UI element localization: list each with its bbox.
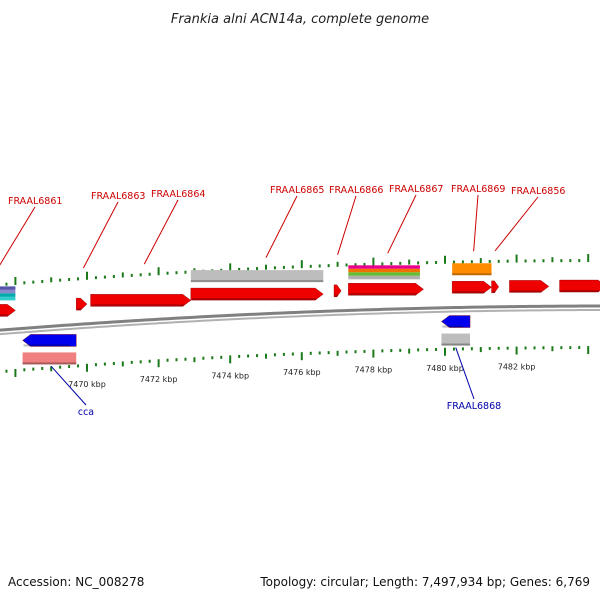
label-leader-line <box>473 194 479 252</box>
tick-label: 7478 kbp <box>355 366 393 375</box>
feature-bar-shadow <box>452 273 492 276</box>
forward-gene-arrow <box>348 283 424 296</box>
tick-label: 7480 kbp <box>426 364 464 373</box>
forward-gene-arrow <box>509 280 550 293</box>
forward-gene-arrow <box>333 284 342 298</box>
label-leader-line <box>455 347 475 400</box>
gene-label-top: FRAAL6863 <box>91 191 145 202</box>
forward-gene-arrow <box>491 280 499 294</box>
gene-label-bottom: cca <box>78 407 94 418</box>
feature-stack-band <box>0 289 16 294</box>
gene-label-top: FRAAL6866 <box>329 185 383 196</box>
reverse-feature-bar-shadow <box>441 343 471 346</box>
feature-bar <box>190 270 324 283</box>
forward-gene-arrow <box>451 281 492 294</box>
forward-gene-arrow <box>0 304 16 317</box>
feature-stack-band <box>0 296 16 301</box>
backbone-inner <box>0 309 600 336</box>
forward-gene-arrow-shadow <box>0 314 9 317</box>
genome-summary-text: Topology: circular; Length: 7,497,934 bp… <box>259 575 590 589</box>
reverse-feature-bar-shadow <box>22 362 77 365</box>
tick-label: 7472 kbp <box>140 375 178 384</box>
gene-label-top: FRAAL6869 <box>451 184 505 195</box>
forward-gene-arrow-shadow <box>335 294 338 297</box>
gene-label-bottom: FRAAL6868 <box>447 401 501 412</box>
label-leader-line <box>387 194 417 254</box>
reverse-feature-bar <box>22 352 77 365</box>
backbone-layer <box>0 304 600 336</box>
reverse-gene-arrow-shadow <box>442 325 464 328</box>
label-leader-line <box>337 195 357 255</box>
gene-label-top: FRAAL6856 <box>511 186 565 197</box>
forward-gene-arrow <box>76 297 88 311</box>
tick-layer: 7470 kbp 7472 kbp 7474 kbp 7476 kbp 7478 kbp… <box>5 254 590 389</box>
label-leader-line <box>265 195 298 258</box>
forward-gene-arrow-shadow <box>191 298 317 301</box>
feature-stack-band <box>0 286 16 290</box>
map-title: Frankia alni ACN14a, complete genome <box>171 12 429 27</box>
feature-bar <box>452 263 492 276</box>
gene-label-top: FRAAL6864 <box>151 189 205 200</box>
forward-gene-arrow <box>559 279 600 293</box>
label-leader-line <box>82 201 119 269</box>
feature-stack-band <box>348 272 420 276</box>
forward-gene-arrow-shadow <box>349 293 417 296</box>
label-leader-line <box>494 196 539 252</box>
label-layer: FRAAL6861 FRAAL6863 FRAAL6864 FRAAL6865 FRAA… <box>0 184 565 418</box>
feature-stack-band <box>348 275 420 280</box>
forward-gene-arrow-shadow <box>453 291 485 294</box>
gene-label-top: FRAAL6867 <box>389 184 443 195</box>
gene-label-top: FRAAL6861 <box>8 196 62 207</box>
forward-gene-arrow <box>90 294 192 307</box>
reverse-gene-arrow-shadow <box>23 344 70 347</box>
forward-gene-arrow-shadow <box>492 290 496 293</box>
gene-label-top: FRAAL6865 <box>270 185 324 196</box>
feature-stack-band <box>348 268 420 273</box>
reverse-gene-arrow <box>22 334 77 347</box>
forward-gene-arrow <box>190 287 324 301</box>
label-leader-line <box>0 206 36 266</box>
tick-label: 7470 kbp <box>68 380 106 389</box>
label-leader-line <box>143 199 179 265</box>
forward-gene-arrow-shadow <box>77 308 82 311</box>
feature-stack-band <box>0 293 16 297</box>
forward-gene-arrow-shadow <box>510 290 542 293</box>
feature-stack-band <box>348 265 420 269</box>
forward-gene-arrow-shadow <box>91 304 184 307</box>
feature-layer <box>0 263 600 365</box>
tick-label: 7476 kbp <box>283 368 321 377</box>
tick-label: 7474 kbp <box>211 371 249 380</box>
accession-text: Accession: NC_008278 <box>8 575 144 589</box>
forward-gene-arrow-shadow <box>560 290 600 293</box>
feature-bar-shadow <box>190 280 324 283</box>
backbone-outer <box>0 304 600 332</box>
label-leader-line <box>50 365 87 406</box>
reverse-gene-arrow <box>441 315 471 328</box>
tick-label: 7482 kbp <box>498 363 536 372</box>
reverse-feature-bar <box>441 333 471 346</box>
